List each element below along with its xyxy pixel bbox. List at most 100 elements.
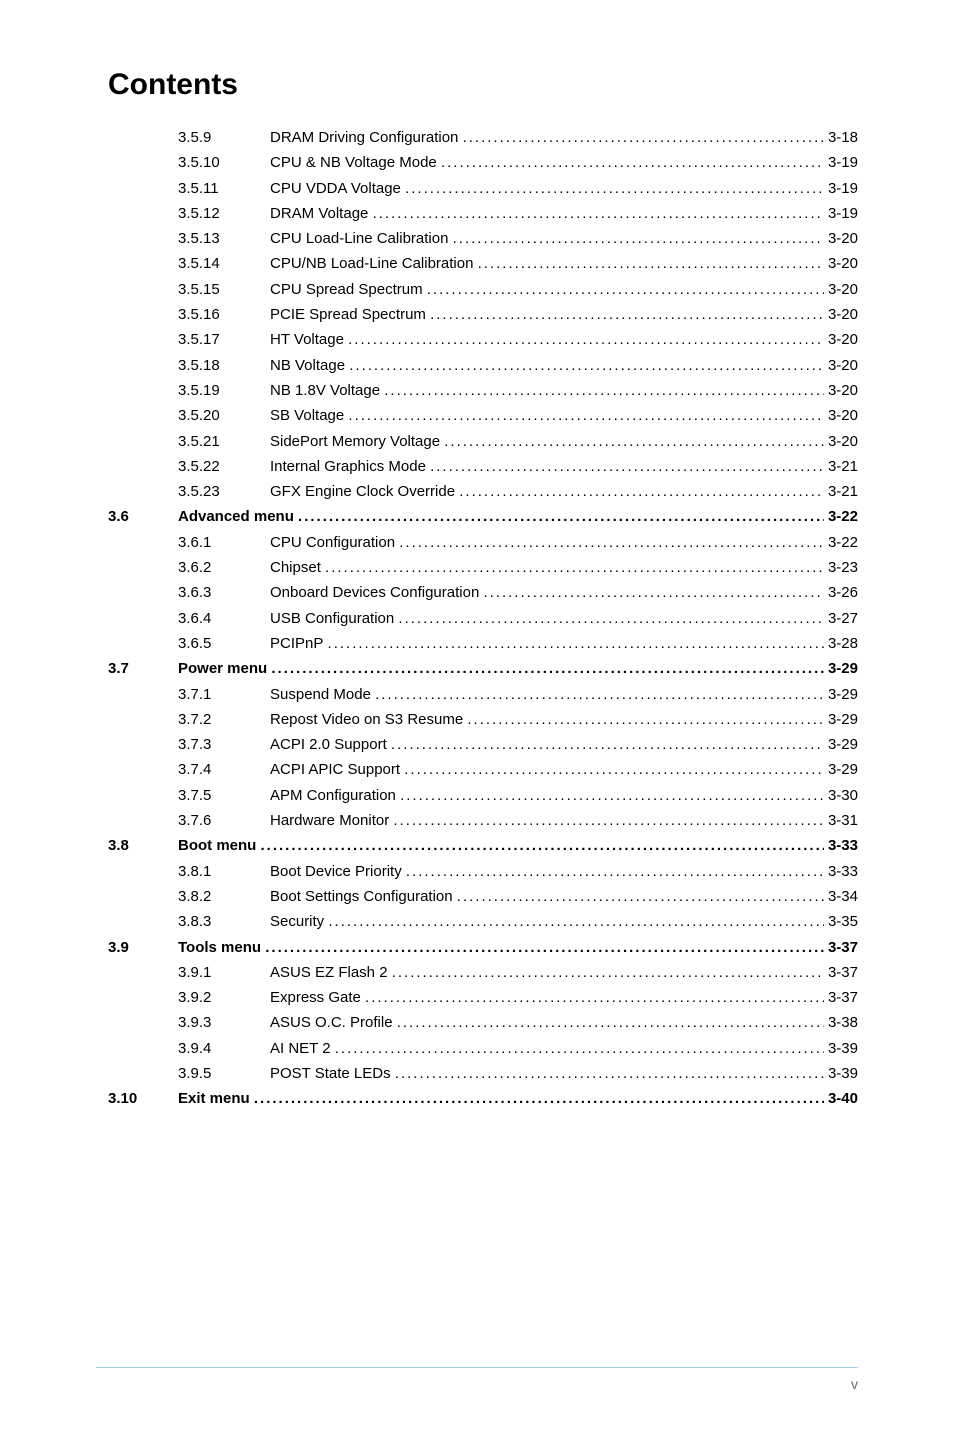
- toc-page-number: 3-20: [824, 358, 858, 373]
- toc-row: 3.7.3ACPI 2.0 Support 3-29: [108, 737, 858, 752]
- toc-label: SidePort Memory Voltage: [270, 434, 440, 449]
- toc-row: 3.5.20SB Voltage 3-20: [108, 408, 858, 423]
- toc-page-number: 3-19: [824, 155, 858, 170]
- toc-section-number: 3.9: [108, 940, 178, 955]
- toc-row: 3.7.4ACPI APIC Support 3-29: [108, 762, 858, 777]
- toc-subsection-number: 3.5.15: [178, 282, 270, 297]
- toc-subsection-number: 3.5.19: [178, 383, 270, 398]
- toc-subsection-number: 3.7.1: [178, 687, 270, 702]
- toc-label: ASUS EZ Flash 2: [270, 965, 388, 980]
- toc-row: 3.9.5POST State LEDs 3-39: [108, 1066, 858, 1081]
- toc-label: CPU Configuration: [270, 535, 395, 550]
- toc-label: SB Voltage: [270, 408, 344, 423]
- toc-row: 3.7.6Hardware Monitor 3-31: [108, 813, 858, 828]
- toc-label: Boot Settings Configuration: [270, 889, 453, 904]
- toc-leader-dots: [395, 1066, 824, 1081]
- toc-label: HT Voltage: [270, 332, 344, 347]
- toc-leader-dots: [463, 130, 824, 145]
- toc-row: 3.8.1Boot Device Priority 3-33: [108, 864, 858, 879]
- toc-subsection-number: 3.7.4: [178, 762, 270, 777]
- toc-row: 3.9.1ASUS EZ Flash 2 3-37: [108, 965, 858, 980]
- toc-row: 3.6.1CPU Configuration 3-22: [108, 535, 858, 550]
- toc-leader-dots: [325, 560, 824, 575]
- toc-subsection-number: 3.6.4: [178, 611, 270, 626]
- toc-page-number: 3-33: [824, 838, 858, 853]
- toc-page-number: 3-22: [824, 509, 858, 524]
- toc-subsection-number: 3.9.3: [178, 1015, 270, 1030]
- toc-page-number: 3-40: [824, 1091, 858, 1106]
- toc-page-number: 3-34: [824, 889, 858, 904]
- toc-label: Express Gate: [270, 990, 361, 1005]
- toc-leader-dots: [298, 509, 824, 524]
- toc-leader-dots: [373, 206, 824, 221]
- toc-label: CPU Spread Spectrum: [270, 282, 423, 297]
- toc-label: ASUS O.C. Profile: [270, 1015, 393, 1030]
- toc-page-number: 3-33: [824, 864, 858, 879]
- toc-subsection-number: 3.5.23: [178, 484, 270, 499]
- toc-leader-dots: [444, 434, 824, 449]
- toc-row: 3.8Boot menu 3-33: [108, 838, 858, 853]
- toc-row: 3.5.11CPU VDDA Voltage 3-19: [108, 181, 858, 196]
- toc-label: PCIPnP: [270, 636, 323, 651]
- toc-subsection-number: 3.9.5: [178, 1066, 270, 1081]
- toc-row: 3.5.19NB 1.8V Voltage 3-20: [108, 383, 858, 398]
- toc-subsection-number: 3.6.2: [178, 560, 270, 575]
- toc-row: 3.5.12DRAM Voltage 3-19: [108, 206, 858, 221]
- toc-page-number: 3-20: [824, 256, 858, 271]
- toc-subsection-number: 3.5.9: [178, 130, 270, 145]
- toc-page-number: 3-29: [824, 762, 858, 777]
- toc-label: Internal Graphics Mode: [270, 459, 426, 474]
- toc-leader-dots: [427, 282, 824, 297]
- toc-subsection-number: 3.5.18: [178, 358, 270, 373]
- toc-subsection-number: 3.5.16: [178, 307, 270, 322]
- toc-section-number: 3.6: [108, 509, 178, 524]
- toc-row: 3.7.1Suspend Mode 3-29: [108, 687, 858, 702]
- toc-leader-dots: [398, 611, 824, 626]
- toc-row: 3.7.2Repost Video on S3 Resume 3-29: [108, 712, 858, 727]
- page-number: v: [851, 1376, 858, 1392]
- toc-row: 3.6.2Chipset 3-23: [108, 560, 858, 575]
- toc-label: CPU VDDA Voltage: [270, 181, 401, 196]
- toc-subsection-number: 3.8.2: [178, 889, 270, 904]
- toc-leader-dots: [254, 1091, 824, 1106]
- toc-leader-dots: [399, 535, 824, 550]
- toc-leader-dots: [393, 813, 824, 828]
- toc-subsection-number: 3.5.11: [178, 181, 270, 196]
- toc-subsection-number: 3.7.2: [178, 712, 270, 727]
- toc-leader-dots: [441, 155, 824, 170]
- toc-label: Hardware Monitor: [270, 813, 389, 828]
- toc-page-number: 3-23: [824, 560, 858, 575]
- toc-label: Onboard Devices Configuration: [270, 585, 479, 600]
- toc-label: Exit menu: [178, 1091, 250, 1106]
- toc-leader-dots: [430, 459, 824, 474]
- page: Contents 3.5.9DRAM Driving Configuration…: [0, 0, 954, 1438]
- toc-page-number: 3-19: [824, 181, 858, 196]
- toc-subsection-number: 3.5.21: [178, 434, 270, 449]
- page-title: Contents: [108, 68, 858, 102]
- toc-subsection-number: 3.6.1: [178, 535, 270, 550]
- toc-row: 3.8.3Security 3-35: [108, 914, 858, 929]
- toc-label: Boot menu: [178, 838, 256, 853]
- toc-page-number: 3-21: [824, 459, 858, 474]
- toc-page-number: 3-19: [824, 206, 858, 221]
- toc-row: 3.6Advanced menu 3-22: [108, 509, 858, 524]
- toc-label: Power menu: [178, 661, 267, 676]
- toc-page-number: 3-37: [824, 940, 858, 955]
- toc-leader-dots: [483, 585, 824, 600]
- toc-page-number: 3-37: [824, 965, 858, 980]
- toc-row: 3.5.9DRAM Driving Configuration 3-18: [108, 130, 858, 145]
- toc-leader-dots: [430, 307, 824, 322]
- toc-label: Boot Device Priority: [270, 864, 402, 879]
- toc-label: Security: [270, 914, 324, 929]
- toc-section-number: 3.8: [108, 838, 178, 853]
- toc-subsection-number: 3.5.20: [178, 408, 270, 423]
- toc-leader-dots: [265, 940, 824, 955]
- toc-page-number: 3-29: [824, 687, 858, 702]
- toc-row: 3.9.4AI NET 2 3-39: [108, 1041, 858, 1056]
- toc-label: CPU/NB Load-Line Calibration: [270, 256, 473, 271]
- toc-row: 3.9.2Express Gate 3-37: [108, 990, 858, 1005]
- toc-subsection-number: 3.5.13: [178, 231, 270, 246]
- toc-row: 3.5.23GFX Engine Clock Override 3-21: [108, 484, 858, 499]
- page-footer: v: [96, 1367, 858, 1392]
- toc-row: 3.5.10CPU & NB Voltage Mode 3-19: [108, 155, 858, 170]
